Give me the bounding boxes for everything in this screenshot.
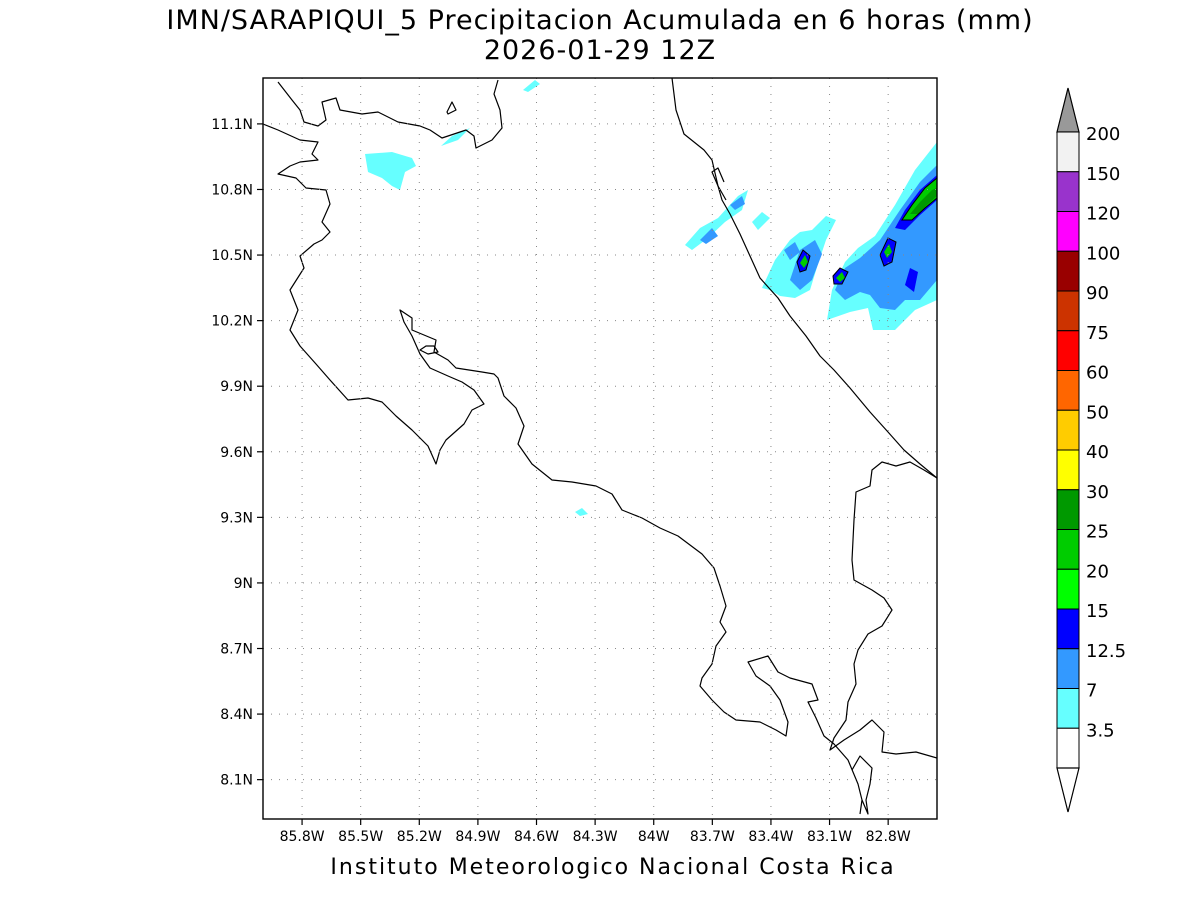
colorbar-level-label: 150 (1086, 164, 1120, 185)
colorbar-level-label: 90 (1086, 283, 1109, 304)
y-tick-label: 9.3N (220, 510, 253, 526)
precip-band-extreme (910, 188, 937, 214)
colorbar-swatch (1056, 727, 1080, 769)
colorbar-swatch (1056, 131, 1080, 173)
colorbar-swatch (1056, 529, 1080, 570)
x-tick-label: 84.6W (514, 829, 559, 845)
y-tick-label: 8.1N (220, 773, 253, 789)
colorbar-swatch (1056, 290, 1080, 332)
colorbar-min-arrow (1056, 767, 1080, 813)
colorbar-level-label: 60 (1086, 363, 1109, 384)
precip-band-light (365, 80, 937, 516)
precip-contours (796, 177, 937, 285)
colorbar-level-label: 50 (1086, 402, 1109, 423)
x-tick-label: 85.8W (280, 829, 325, 845)
y-tick-label: 9.9N (220, 379, 253, 395)
colorbar-level-label: 120 (1086, 204, 1120, 225)
colorbar-swatch (1056, 171, 1080, 212)
coastline (263, 78, 937, 815)
y-tick-label: 11.1N (211, 117, 253, 133)
x-tick-label: 85.5W (338, 829, 383, 845)
x-tick-label: 83.4W (748, 829, 793, 845)
y-tick-label: 10.2N (211, 314, 253, 330)
colorbar-level-label: 7 (1086, 681, 1097, 702)
x-tick-label: 84.3W (573, 829, 618, 845)
colorbar-level-label: 25 (1086, 522, 1109, 543)
institution-credit: Instituto Meteorologico Nacional Costa R… (330, 855, 896, 880)
map-frame (262, 77, 938, 820)
map-subtitle-datetime: 2026-01-29 12Z (483, 35, 717, 66)
colorbar-max-arrow (1056, 87, 1080, 133)
colorbar-level-label: 100 (1086, 243, 1120, 264)
colorbar-swatch (1056, 489, 1080, 530)
map-plot-area: 85.8W 85.5W 85.2W 84.9W 84.6W 84.3W 84W 83.7W 83… (211, 77, 938, 845)
x-tick-label: 82.8W (866, 829, 911, 845)
precip-band-very-heavy (800, 178, 937, 282)
colorbar-swatch (1056, 211, 1080, 252)
x-tick-label: 83.7W (690, 829, 735, 845)
colorbar-swatch (1056, 648, 1080, 689)
map-grid (263, 78, 937, 819)
colorbar-swatch (1056, 568, 1080, 610)
colorbar-swatch (1056, 330, 1080, 371)
colorbar-swatch (1056, 250, 1080, 292)
y-tick-label: 9.6N (220, 445, 253, 461)
longitude-axis: 85.8W 85.5W 85.2W 84.9W 84.6W 84.3W 84W 83.7W 83… (280, 819, 911, 845)
colorbar-level-label: 20 (1086, 561, 1109, 582)
x-tick-label: 84W (638, 829, 670, 845)
y-tick-label: 8.4N (220, 707, 253, 723)
colorbar-level-label: 200 (1086, 124, 1120, 145)
x-tick-label: 85.2W (397, 829, 442, 845)
colorbar-level-label: 30 (1086, 482, 1109, 503)
colorbar-level-label: 3.5 (1086, 720, 1115, 741)
map-title: IMN/SARAPIQUI_5 Precipitacion Acumulada … (166, 5, 1034, 36)
colorbar-swatch (1056, 688, 1080, 729)
precipitation-field (365, 80, 937, 516)
colorbar-level-label: 40 (1086, 442, 1109, 463)
colorbar-swatch (1056, 449, 1080, 491)
colorbar-level-label: 75 (1086, 323, 1109, 344)
x-tick-label: 84.9W (455, 829, 500, 845)
colorbar-legend: 200 150 120 100 90 75 60 50 40 30 25 20 15 12.5 7 3.5 (1056, 87, 1126, 813)
y-tick-label: 10.8N (211, 182, 253, 198)
colorbar-level-label: 12.5 (1086, 641, 1126, 662)
colorbar-swatch (1056, 409, 1080, 451)
x-tick-label: 83.1W (807, 829, 852, 845)
colorbar-swatch (1056, 608, 1080, 650)
latitude-axis: 11.1N 10.8N 10.5N 10.2N 9.9N 9.6N 9.3N 9N 8.7N 8.… (211, 117, 263, 789)
colorbar-level-label: 15 (1086, 601, 1109, 622)
y-tick-label: 9N (234, 576, 253, 592)
colorbar-swatch (1056, 370, 1080, 411)
y-tick-label: 10.5N (211, 248, 253, 264)
y-tick-label: 8.7N (220, 642, 253, 658)
